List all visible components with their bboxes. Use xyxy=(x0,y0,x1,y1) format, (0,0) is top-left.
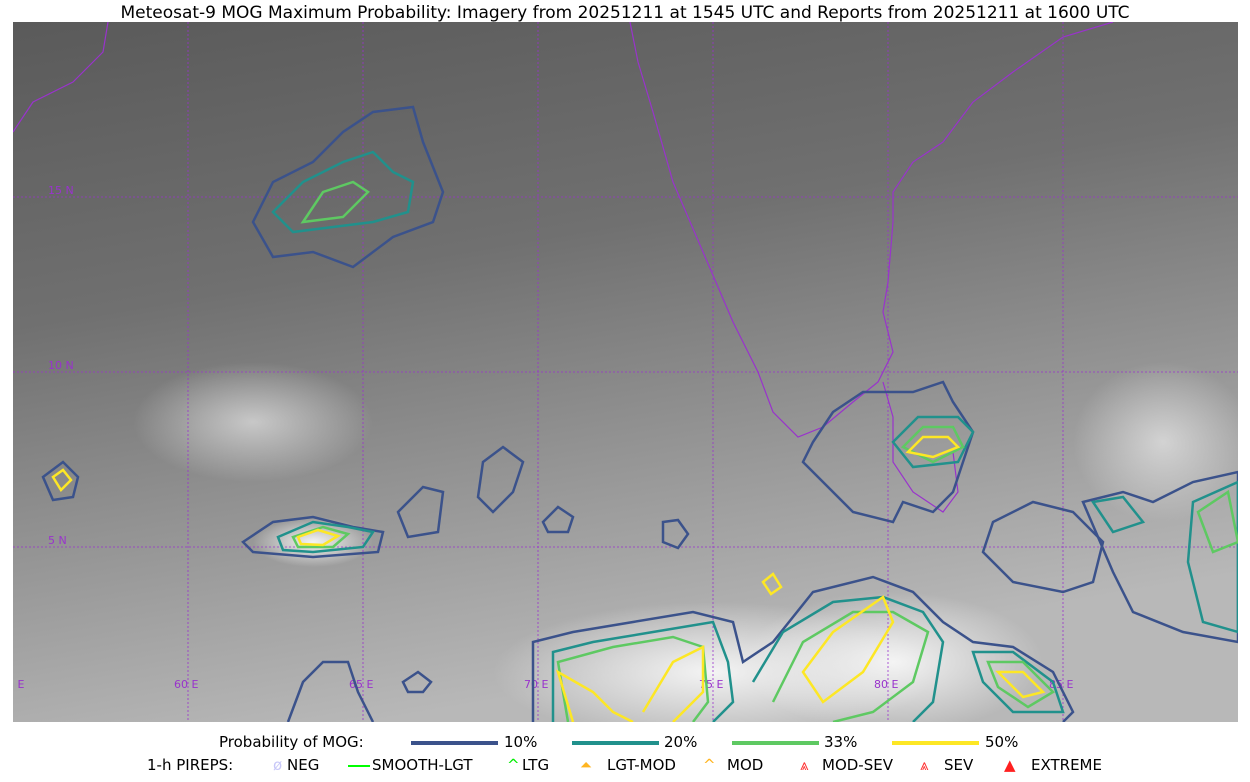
lon-label: 80 E xyxy=(874,678,898,691)
legend-swatch-20 xyxy=(572,741,659,745)
legend-label-20: 20% xyxy=(664,733,698,751)
pirep-ltg: LTG xyxy=(522,756,550,774)
neg-icon: ø xyxy=(273,756,283,774)
ltg-icon: ^ xyxy=(507,756,520,774)
legend-label-10: 10% xyxy=(504,733,538,751)
legend-label-50: 50% xyxy=(985,733,1019,751)
contours-20pct xyxy=(271,150,1238,722)
pirep-mod-sev: MOD-SEV xyxy=(822,756,893,774)
contours-10pct xyxy=(41,105,1238,722)
legend-swatch-50 xyxy=(892,741,979,745)
mod-sev-icon: ⩓ xyxy=(800,756,809,774)
pirep-legend-label: 1-h PIREPS: xyxy=(147,756,234,774)
pirep-neg: NEG xyxy=(287,756,320,774)
mod-icon: ^ xyxy=(703,756,716,774)
legend-swatch-33 xyxy=(732,741,819,745)
probability-legend-label: Probability of MOG: xyxy=(219,733,364,751)
extreme-icon: ▲ xyxy=(1004,756,1016,774)
lat-label: 10 N xyxy=(48,359,74,372)
contours-33pct xyxy=(291,180,1238,722)
lgt-mod-icon: ⏶ xyxy=(580,756,593,774)
smooth-lgt-icon xyxy=(348,765,370,767)
pirep-smooth-lgt: SMOOTH-LGT xyxy=(372,756,473,774)
map-title: Meteosat-9 MOG Maximum Probability: Imag… xyxy=(120,3,1130,23)
lon-label: 60 E xyxy=(174,678,198,691)
satellite-map: 55 E 60 E 65 E 70 E 75 E 80 E 85 E 15 N … xyxy=(13,22,1238,722)
lat-label: 15 N xyxy=(48,184,74,197)
contours-50pct xyxy=(51,435,1046,722)
grid-labels: 55 E 60 E 65 E 70 E 75 E 80 E 85 E 15 N … xyxy=(13,184,1073,691)
coastline xyxy=(13,22,1114,513)
pirep-mod: MOD xyxy=(727,756,764,774)
legend-label-33: 33% xyxy=(824,733,858,751)
lon-label: 55 E xyxy=(13,678,24,691)
legend-swatch-10 xyxy=(411,741,498,745)
pirep-lgt-mod: LGT-MOD xyxy=(607,756,676,774)
sev-icon: ⩓ xyxy=(920,756,929,774)
pirep-sev: SEV xyxy=(944,756,974,774)
lon-label: 70 E xyxy=(524,678,548,691)
pirep-extreme: EXTREME xyxy=(1031,756,1102,774)
lat-label: 5 N xyxy=(48,534,67,547)
gridlines xyxy=(13,22,1238,722)
